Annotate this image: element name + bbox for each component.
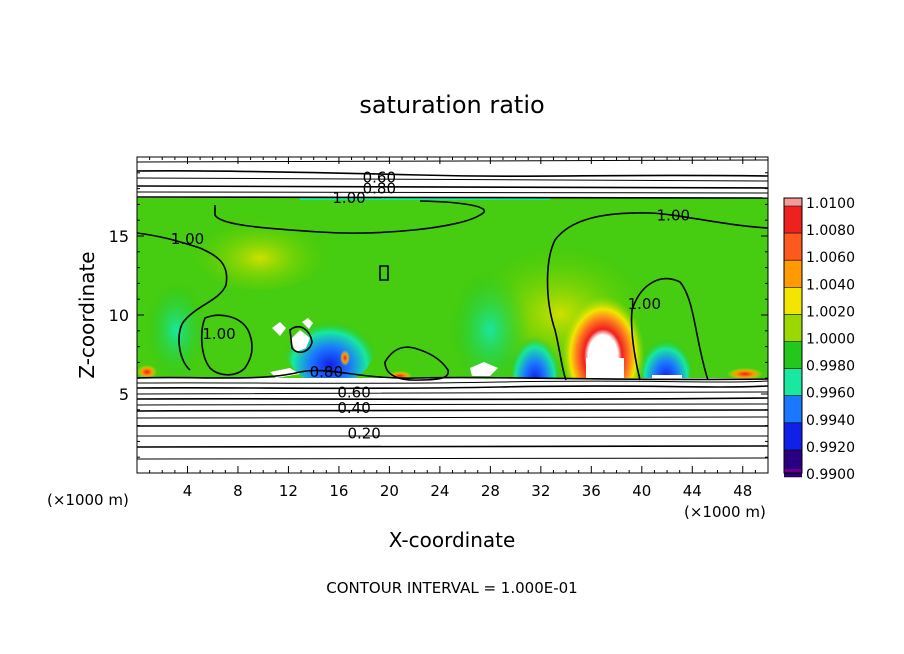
top-edge-strip	[300, 197, 550, 200]
colorbar-swatch	[784, 314, 802, 342]
contour-line	[137, 191, 768, 194]
contour-line	[137, 416, 768, 419]
colorbar-frame	[783, 197, 803, 474]
cold-patch	[146, 280, 206, 380]
contour-line	[137, 397, 768, 401]
contour-line	[137, 403, 768, 406]
contour-line	[630, 277, 709, 381]
colorbar: 1.0100 1.0080 1.0060 1.0040 1.0020 1.0000 0.99…	[783, 196, 855, 483]
cold-patch	[450, 270, 530, 390]
chart-title: saturation ratio	[359, 91, 544, 119]
x-axis-title: X-coordinate	[389, 528, 516, 552]
contour-line	[137, 169, 768, 177]
unsaturated-hole	[270, 318, 498, 378]
colorbar-label: 0.9940	[806, 413, 855, 429]
colorbar-swatch	[784, 341, 802, 369]
colorbar-swatch	[784, 422, 802, 450]
red-spot	[727, 368, 763, 380]
colorbar-swatch	[784, 287, 802, 315]
colorbar-label: 0.9920	[806, 440, 855, 456]
colorbar-label: 1.0000	[806, 332, 855, 348]
colorbar-label: 0.9960	[806, 386, 855, 402]
colorbar-label: 0.9980	[806, 359, 855, 375]
contour-line	[137, 385, 768, 390]
x-tick-label: 16	[329, 482, 348, 500]
contour-label: 1.00	[332, 189, 365, 207]
colorbar-label: 1.0060	[806, 250, 855, 266]
contour-line	[379, 265, 389, 281]
y-axis-title: Z-coordinate	[75, 251, 99, 378]
x-tick-label: 28	[481, 482, 500, 500]
red-spot	[340, 350, 350, 366]
contour-line	[214, 200, 486, 234]
contour-line	[200, 314, 253, 376]
y-tick-label: 15	[109, 227, 129, 246]
contour-label: 0.20	[347, 425, 380, 443]
contour-label: 1.00	[628, 295, 661, 313]
red-spot	[137, 365, 157, 379]
contour-line	[137, 457, 768, 460]
contour-line	[289, 326, 313, 354]
y-axis: 5 10 15	[109, 172, 768, 458]
y-tick-label: 10	[109, 306, 129, 325]
contour-line	[137, 232, 228, 371]
contour-line	[137, 445, 768, 448]
colorbar-swatch	[784, 206, 802, 234]
y-tick-label: 5	[119, 385, 129, 404]
contour-label: 0.80	[310, 363, 343, 381]
contour-label: 0.40	[337, 399, 370, 417]
contour-line	[137, 380, 768, 384]
contour-line	[384, 346, 449, 381]
x-tick-label: 44	[683, 482, 702, 500]
x-tick-label: 4	[183, 482, 193, 500]
colorbar-label: 1.0040	[806, 277, 855, 293]
contour-label: 0.80	[363, 180, 396, 198]
contour-label: 0.60	[363, 169, 396, 187]
colorbar-swatch	[784, 395, 802, 423]
colorbar-swatch	[784, 233, 802, 261]
contour-line	[137, 409, 768, 412]
colorbar-label: 1.0100	[806, 196, 855, 212]
contour-line	[546, 212, 768, 381]
x-unit-label-right: (×1000 m)	[684, 503, 766, 521]
colorbar-label: 1.0080	[806, 223, 855, 239]
x-tick-label: 36	[582, 482, 601, 500]
warm-patch	[190, 210, 330, 290]
plot-area	[137, 157, 768, 473]
x-unit-label-left: (×1000 m)	[47, 491, 129, 509]
contour-interval-note: CONTOUR INTERVAL = 1.000E-01	[326, 579, 577, 597]
x-tick-label: 48	[733, 482, 752, 500]
contour-label: 1.00	[657, 206, 690, 224]
contour-label: 1.00	[202, 325, 235, 343]
core-hole	[586, 358, 624, 380]
contour-labels: 0.600.801.001.001.001.001.000.800.600.40…	[171, 169, 690, 443]
contour-line	[137, 369, 768, 381]
contour-line	[137, 196, 768, 199]
x-tick-label: 40	[632, 482, 651, 500]
contour-line	[137, 177, 768, 182]
colorbar-swatch	[784, 260, 802, 288]
contour-label: 1.00	[171, 230, 204, 248]
x-axis: 4 8 12 16 20 24 28 32 36 40 44 48	[149, 157, 756, 500]
colorbar-swatch	[784, 469, 802, 473]
contour-line	[137, 185, 768, 189]
x-tick-label: 20	[380, 482, 399, 500]
contour-line	[137, 159, 768, 163]
x-tick-label: 24	[430, 482, 449, 500]
x-tick-label: 8	[233, 482, 243, 500]
colorbar-swatch	[784, 368, 802, 396]
colorbar-label: 0.9900	[806, 467, 855, 483]
x-tick-label: 12	[279, 482, 298, 500]
colorbar-label: 1.0020	[806, 304, 855, 320]
colorbar-swatch	[784, 198, 802, 206]
x-tick-label: 32	[531, 482, 550, 500]
contour-label: 0.60	[337, 383, 370, 401]
